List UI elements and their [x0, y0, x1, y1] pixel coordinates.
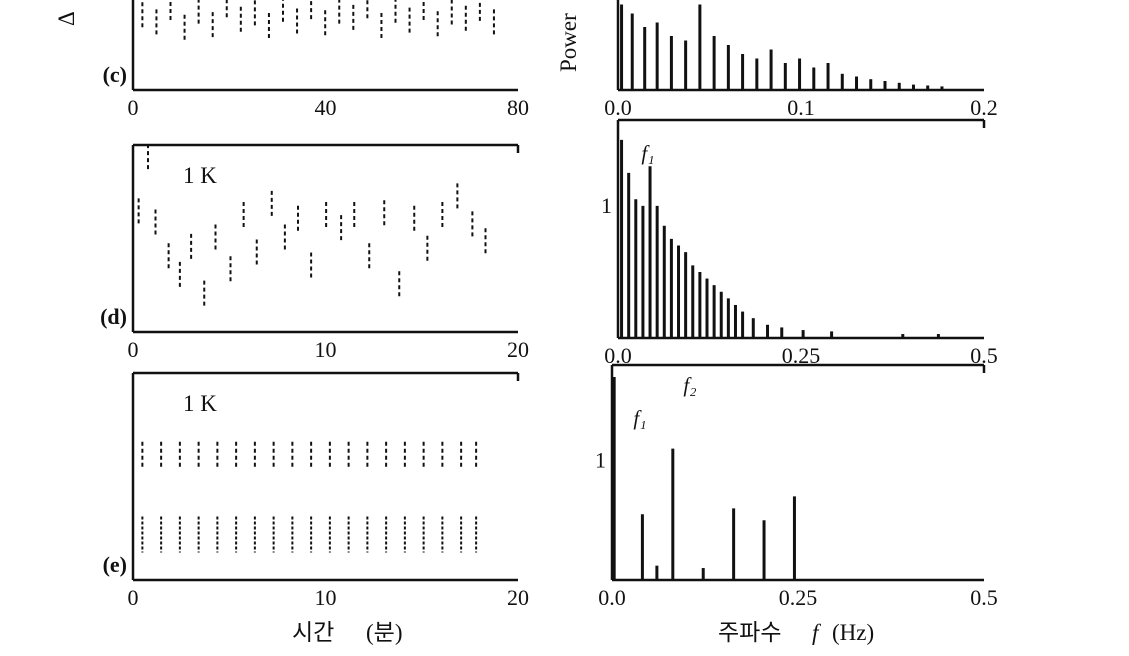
time-e-inline-label: 1 K [183, 391, 217, 416]
spectrum-e-x-tick-label: 0.0 [598, 585, 626, 610]
time-c-panel: 0 40 80 (c) [103, 0, 529, 120]
time-c-x-tick-label: 0 [128, 95, 139, 120]
time-d-panel-label: (d) [100, 304, 127, 329]
spectrum-d-y-tick-label: 1 [601, 193, 612, 218]
time-c-panel-label: (c) [103, 62, 127, 87]
spectrum-e-x-tick-label: 0.5 [970, 585, 998, 610]
spectrum-e-panel: 0.0 0.25 0.5 1 f₁ f₂ [595, 363, 998, 610]
time-d-inline-label: 1 K [183, 163, 217, 188]
spectrum-e-peak-label: f₁ [633, 406, 646, 430]
time-e-panel-label: (e) [103, 552, 127, 577]
time-c-x-tick-label: 80 [507, 95, 529, 120]
time-e-x-tick-label: 10 [315, 585, 337, 610]
time-d-x-tick-label: 10 [315, 337, 337, 362]
spectrum-e-y-tick-label: 1 [595, 448, 606, 473]
right-axis-title-fragment: Power [556, 13, 581, 72]
time-d-x-tick-label: 20 [507, 337, 529, 362]
spectrum-c-x-tick-label: 0.1 [787, 95, 815, 120]
time-e-x-tick-label: 0 [128, 585, 139, 610]
time-axis-title: 시간 (분) [292, 620, 402, 645]
spectrum-c-x-tick-label: 0.2 [970, 95, 998, 120]
freq-axis-symbol: f [812, 620, 822, 645]
freq-axis-title: 주파수 f (Hz) [718, 620, 874, 645]
time-axis-title-text: 시간 [292, 620, 334, 645]
spectrum-e-x-tick-label: 0.25 [779, 585, 818, 610]
time-axis-unit: (분) [366, 620, 402, 645]
spectrum-e-peak-label: f₂ [683, 373, 696, 397]
time-e-x-tick-label: 20 [507, 585, 529, 610]
freq-axis-title-text: 주파수 [718, 620, 781, 645]
spectrum-c-x-tick-label: 0.0 [604, 95, 632, 120]
freq-axis-unit: (Hz) [832, 620, 874, 645]
spectrum-c-panel: 0.0 0.1 0.2 [604, 0, 998, 120]
spectrum-d-peak-label: f₁ [641, 141, 654, 165]
time-d-panel: 0 10 20 (d) 1 K [100, 143, 529, 362]
time-e-panel: 0 10 20 (e) 1 K [103, 371, 529, 610]
left-axis-title-fragment: Δ [54, 11, 79, 26]
time-c-x-tick-label: 40 [315, 95, 337, 120]
time-d-x-tick-label: 0 [128, 337, 139, 362]
